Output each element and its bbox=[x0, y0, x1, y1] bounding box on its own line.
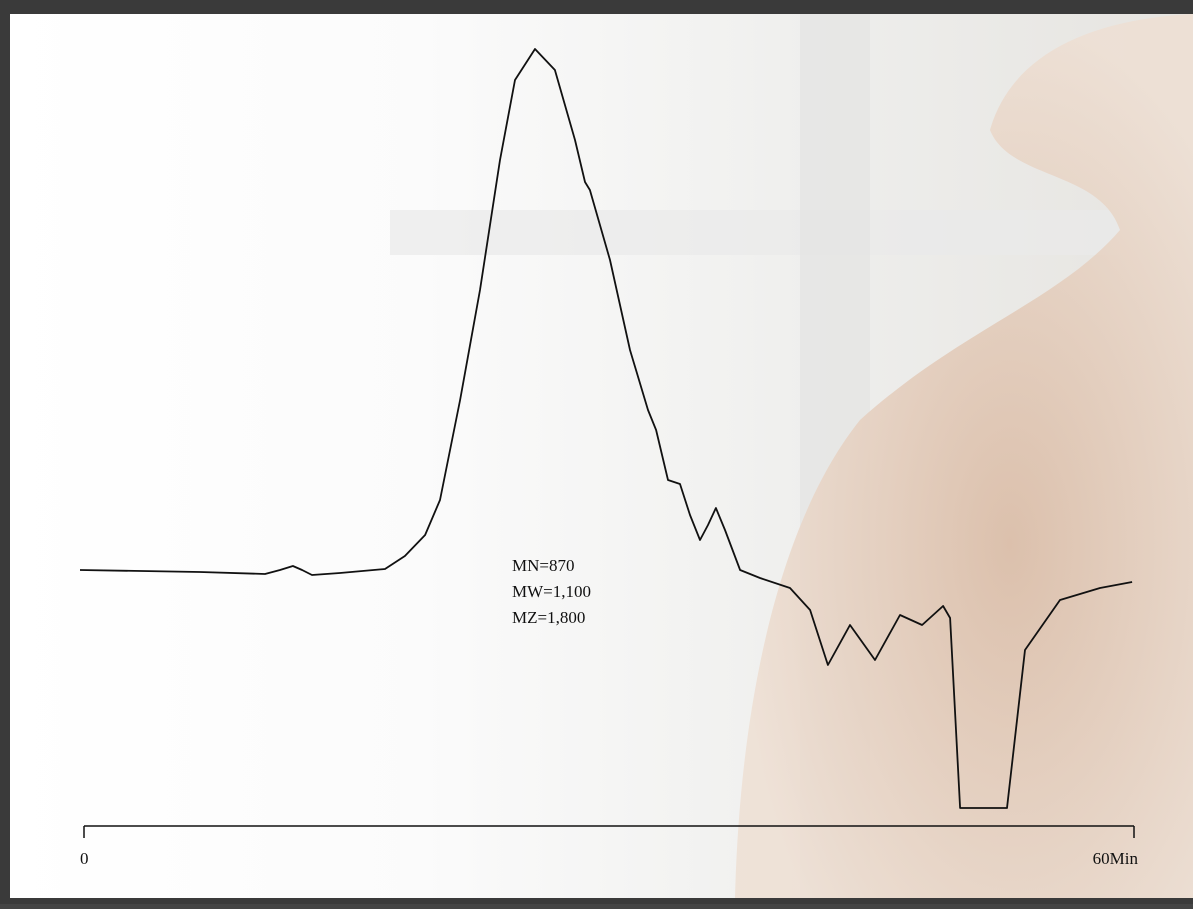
window-bar bbox=[390, 210, 1120, 255]
annotation: MZ=1,800 bbox=[512, 608, 585, 627]
x-tick-label: 60Min bbox=[1093, 849, 1139, 868]
annotation: MN=870 bbox=[512, 556, 574, 575]
annotation: MW=1,100 bbox=[512, 582, 591, 601]
chromatogram-line bbox=[79, 48, 1133, 809]
jug-shape bbox=[735, 14, 1193, 898]
plot-area: 0 60Min MN=870 MW=1,100 MZ=1,800 bbox=[79, 48, 1139, 868]
x-tick-label: 0 bbox=[80, 849, 89, 868]
